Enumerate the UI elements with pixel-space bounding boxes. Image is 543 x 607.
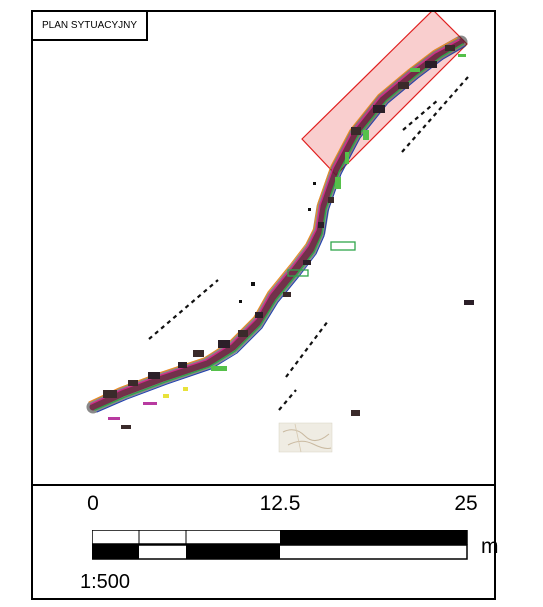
scale-tick-0: 0 bbox=[87, 492, 99, 515]
isolated-objects bbox=[239, 182, 474, 416]
scale-unit: m bbox=[481, 535, 499, 558]
dashed-features bbox=[148, 76, 469, 411]
scale-tick-12-5: 12.5 bbox=[259, 492, 301, 515]
site-plan-drawing bbox=[86, 12, 474, 453]
scale-tick-25: 25 bbox=[454, 492, 478, 515]
locator-inset-image bbox=[278, 422, 333, 453]
scale-ratio: 1:500 bbox=[80, 571, 131, 593]
map-view[interactable]: PLAN SYTUACYJNY bbox=[33, 12, 494, 484]
map-frame: PLAN SYTUACYJNY bbox=[31, 10, 496, 600]
plan-title: PLAN SYTUACYJNY bbox=[33, 12, 149, 41]
frame-divider bbox=[33, 484, 494, 486]
road-details bbox=[103, 45, 466, 429]
scale-bar bbox=[92, 530, 468, 560]
road-corridor bbox=[86, 35, 468, 414]
